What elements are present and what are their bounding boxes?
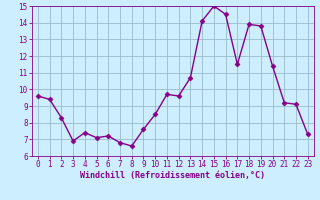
X-axis label: Windchill (Refroidissement éolien,°C): Windchill (Refroidissement éolien,°C) <box>80 171 265 180</box>
